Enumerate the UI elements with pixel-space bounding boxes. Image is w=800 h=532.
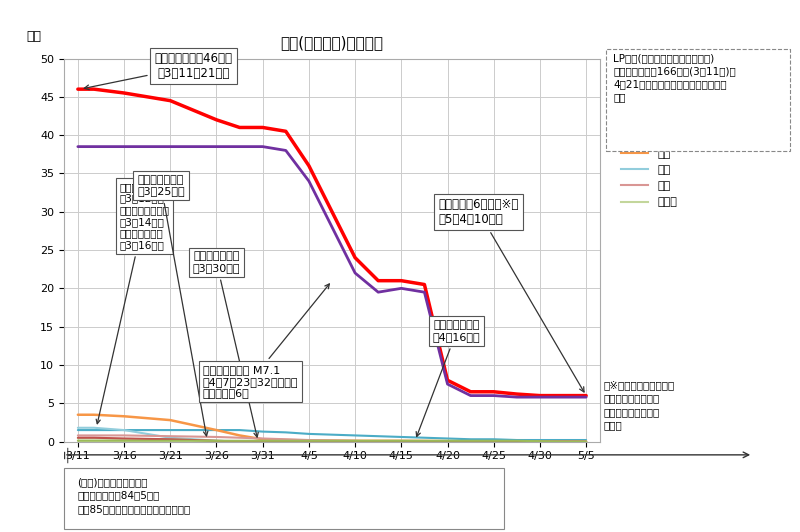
Text: 福島県復旧完了
（4月16日）: 福島県復旧完了 （4月16日） <box>416 320 481 437</box>
Text: ├: ├ <box>64 447 71 463</box>
Text: 千葉県復旧完了
（3月30日）: 千葉県復旧完了 （3月30日） <box>193 252 258 437</box>
FancyBboxPatch shape <box>606 49 790 151</box>
Text: 茨城県復旧完了
（3月25日）: 茨城県復旧完了 （3月25日） <box>138 175 208 436</box>
Text: （※）地震・津波による
家屋倒壊等が確認さ
れた戸数を除き復旧
完了。: （※）地震・津波による 家屋倒壊等が確認さ れた戸数を除き復旧 完了。 <box>604 380 675 430</box>
Text: 供給停止約6万戸（※）
（5月4日10時）: 供給停止約6万戸（※） （5月4日10時） <box>438 198 584 392</box>
Text: 供給停止戸数約46万戸
（3月11日21時）: 供給停止戸数約46万戸 （3月11日21時） <box>84 52 232 90</box>
Text: 埼玉県復旧完了
（3月12日）
神奈川県復旧完了
（3月14日）
青森県復旧完了
（3月16日）: 埼玉県復旧完了 （3月12日） 神奈川県復旧完了 （3月14日） 青森県復旧完了… <box>96 182 170 423</box>
Legend: 合計, 青森, 岩手, 宮城, 福島, 茨城, 埼玉, 千葉, 神奈川: 合計, 青森, 岩手, 宮城, 福島, 茨城, 埼玉, 千葉, 神奈川 <box>616 64 682 212</box>
FancyBboxPatch shape <box>64 468 504 529</box>
Text: (参考)阪神・淡路大震災
供給停止戸数約84万5千戸
発災85日後倒壊家屋等を除き復旧完了: (参考)阪神・淡路大震災 供給停止戸数約84万5千戸 発災85日後倒壊家屋等を除… <box>77 477 190 514</box>
Title: ガス(都市ガス)復旧状況: ガス(都市ガス)復旧状況 <box>281 36 383 51</box>
Text: LPガス(岩手県、宮城県、福島県)
供給停止戸数約166万戸(3月11日)は
4月21日家屋流出等地域を除いて供給
可能: LPガス(岩手県、宮城県、福島県) 供給停止戸数約166万戸(3月11日)は 4… <box>614 53 736 103</box>
Text: 余震　宮城県沖 M7.1
（4月7日23時32分発生）
最大震度：6強: 余震 宮城県沖 M7.1 （4月7日23時32分発生） 最大震度：6強 <box>202 284 330 398</box>
Text: 万戸: 万戸 <box>26 30 42 43</box>
